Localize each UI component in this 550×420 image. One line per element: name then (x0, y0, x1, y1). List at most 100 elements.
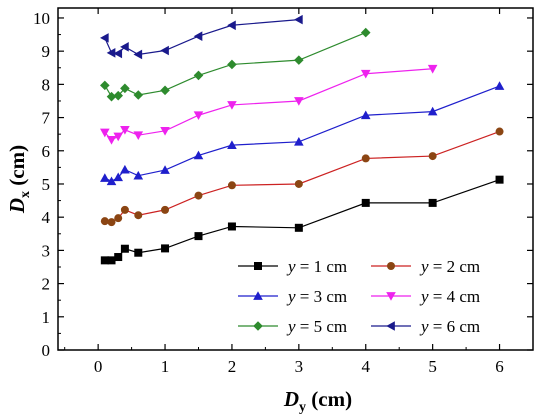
x-tick-label: 0 (94, 357, 103, 376)
legend-label: y = 6 cm (419, 317, 480, 336)
data-point (294, 14, 303, 25)
data-point (100, 256, 109, 265)
data-point (134, 248, 143, 257)
data-point (193, 31, 203, 42)
y-tick-label: 0 (42, 341, 51, 360)
data-point (100, 80, 110, 91)
x-tick-label: 3 (295, 357, 304, 376)
x-tick-label: 6 (495, 357, 504, 376)
data-point (294, 137, 304, 146)
data-point (160, 85, 170, 96)
data-point (294, 55, 304, 65)
legend-marker (253, 291, 263, 300)
legend-marker (386, 321, 395, 331)
y-tick-label: 10 (33, 9, 50, 28)
x-tick-label: 2 (228, 357, 237, 376)
data-point (428, 198, 437, 207)
legend-marker (386, 292, 396, 301)
x-tick-label: 4 (361, 357, 370, 376)
data-point (161, 205, 170, 214)
legend-item: y = 6 cm (371, 317, 480, 336)
data-point (113, 132, 124, 142)
data-point (161, 244, 170, 253)
data-point (120, 205, 129, 214)
data-point (193, 150, 204, 160)
legend-item: y = 5 cm (238, 317, 347, 336)
data-point (227, 140, 237, 149)
legend: y = 1 cm y = 2 cm y = 3 cm y = 4 cm y = 5 cm… (238, 257, 480, 336)
series-1 (100, 175, 504, 265)
data-point (133, 170, 144, 180)
data-point (133, 131, 144, 140)
data-point (193, 111, 204, 121)
data-point (106, 48, 116, 58)
data-point (100, 128, 110, 138)
data-point (428, 152, 437, 161)
data-point (227, 20, 236, 31)
data-point (120, 42, 129, 52)
data-point (160, 127, 170, 136)
legend-marker (387, 262, 395, 270)
data-point (495, 175, 504, 184)
y-tick-label: 8 (42, 75, 51, 94)
y-tick-label: 6 (42, 142, 51, 161)
data-point (113, 90, 124, 101)
data-point (106, 91, 117, 102)
data-point (160, 165, 170, 174)
legend-label: y = 5 cm (286, 317, 347, 336)
data-point (427, 106, 438, 116)
legend-label: y = 4 cm (419, 287, 480, 306)
series-2 (100, 127, 504, 227)
x-tick-label: 1 (161, 357, 170, 376)
y-tick-label: 4 (42, 208, 51, 227)
series-6 (100, 14, 303, 60)
data-point (227, 101, 237, 110)
series-layer (100, 14, 505, 265)
legend-item: y = 1 cm (238, 257, 347, 276)
data-point (114, 214, 123, 223)
data-point (227, 181, 236, 190)
data-point (193, 70, 204, 81)
data-point (113, 48, 123, 59)
data-point (113, 172, 124, 182)
legend-label: y = 3 cm (286, 287, 347, 306)
data-point (494, 81, 505, 90)
data-point (100, 173, 110, 182)
data-point (114, 253, 123, 262)
y-axis-label: Dx (cm) (5, 145, 33, 214)
plot-frame (57, 7, 534, 351)
data-point (227, 222, 236, 231)
y-tick-label: 5 (42, 175, 51, 194)
data-point (294, 179, 303, 188)
data-point (360, 27, 371, 38)
data-point (194, 191, 203, 200)
data-point (120, 126, 130, 135)
data-point (107, 256, 116, 265)
y-tick-label: 3 (42, 241, 51, 260)
series-5 (100, 27, 371, 102)
series-4 (100, 64, 438, 145)
data-point (160, 45, 169, 56)
x-axis-label: Dy (cm) (283, 387, 352, 415)
legend-label: y = 2 cm (419, 257, 480, 276)
data-point (120, 244, 129, 253)
data-point (106, 176, 117, 186)
y-tick-label: 1 (42, 308, 51, 327)
data-point (133, 49, 143, 60)
data-point (100, 217, 109, 226)
data-point (133, 90, 144, 100)
legend-item: y = 4 cm (371, 287, 480, 306)
y-axis: 0 1 2 3 4 5 6 7 8 9 10 (33, 9, 533, 360)
y-tick-label: 9 (42, 42, 51, 61)
legend-marker (253, 321, 263, 331)
legend-marker (254, 262, 262, 270)
data-point (227, 59, 237, 70)
data-point (120, 83, 130, 94)
data-point (495, 127, 504, 136)
data-point (294, 223, 303, 232)
data-point (106, 135, 117, 145)
data-point (134, 211, 143, 220)
data-point (107, 218, 116, 227)
